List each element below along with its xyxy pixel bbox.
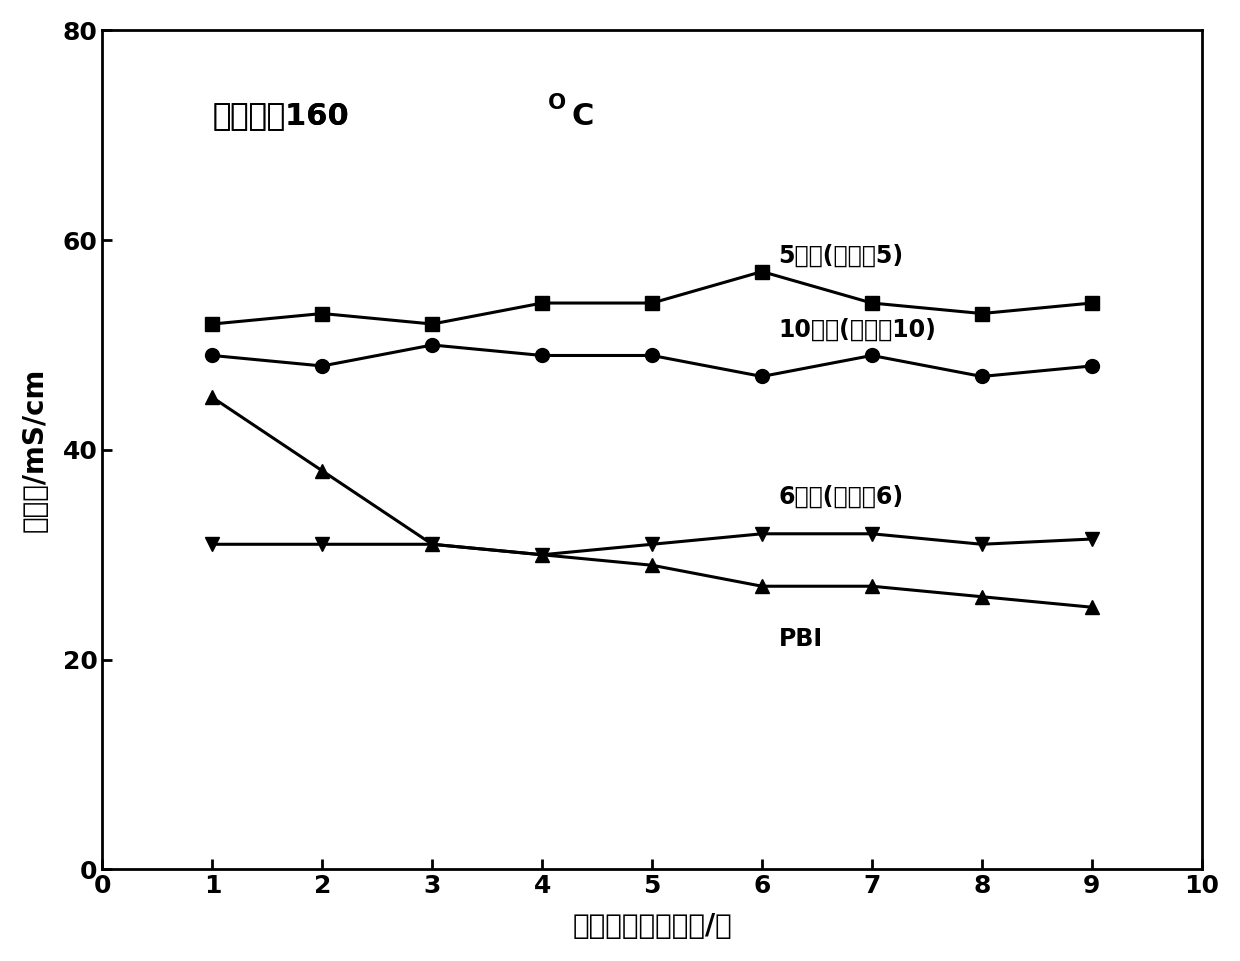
5号膜(实施兦5): [425, 318, 440, 330]
PBI: [645, 559, 660, 571]
10号膜(实施兦10): [534, 350, 549, 361]
PBI: [1084, 602, 1099, 613]
10号膜(实施兦10): [645, 350, 660, 361]
10号膜(实施兦10): [425, 339, 440, 351]
6号膜(实施兦6): [975, 538, 990, 550]
5号膜(实施兦5): [534, 297, 549, 308]
Line: 5号膜(实施兦5): 5号膜(实施兦5): [206, 264, 1099, 331]
5号膜(实施兦5): [315, 308, 330, 319]
6号膜(实施兦6): [534, 549, 549, 560]
6号膜(实施兦6): [864, 528, 879, 539]
10号膜(实施兦10): [864, 350, 879, 361]
5号膜(实施兦5): [205, 318, 219, 330]
PBI: [975, 591, 990, 603]
PBI: [315, 465, 330, 477]
5号膜(实施兦5): [755, 266, 770, 278]
5号膜(实施兦5): [864, 297, 879, 308]
Text: 5号膜(实施兦5): 5号膜(实施兦5): [779, 244, 904, 268]
6号膜(实施兦6): [1084, 533, 1099, 545]
Text: 10号膜(实施兦10): 10号膜(实施兦10): [779, 317, 936, 341]
X-axis label: 去离子水浸泡次数/次: 去离子水浸泡次数/次: [572, 912, 732, 940]
6号膜(实施兦6): [425, 538, 440, 550]
10号膜(实施兦10): [315, 360, 330, 372]
6号膜(实施兦6): [645, 538, 660, 550]
Y-axis label: 电导率/mS/cm: 电导率/mS/cm: [21, 368, 48, 532]
Line: 10号膜(实施兦10): 10号膜(实施兦10): [206, 338, 1099, 383]
6号膜(实施兦6): [755, 528, 770, 539]
Text: C: C: [572, 102, 594, 131]
5号膜(实施兦5): [645, 297, 660, 308]
PBI: [534, 549, 549, 560]
PBI: [425, 538, 440, 550]
10号膜(实施兦10): [975, 371, 990, 382]
6号膜(实施兦6): [315, 538, 330, 550]
Text: 测试温度160: 测试温度160: [212, 102, 350, 131]
Line: PBI: PBI: [206, 390, 1099, 614]
Text: 测试温度160: 测试温度160: [212, 102, 350, 131]
5号膜(实施兦5): [975, 308, 990, 319]
Line: 6号膜(实施兦6): 6号膜(实施兦6): [206, 527, 1099, 562]
Text: PBI: PBI: [779, 627, 822, 651]
PBI: [205, 392, 219, 404]
Text: 6号膜(实施兦6): 6号膜(实施兦6): [779, 485, 904, 509]
Text: O: O: [548, 93, 565, 113]
6号膜(实施兦6): [205, 538, 219, 550]
10号膜(实施兦10): [755, 371, 770, 382]
10号膜(实施兦10): [1084, 360, 1099, 372]
PBI: [864, 580, 879, 592]
PBI: [755, 580, 770, 592]
5号膜(实施兦5): [1084, 297, 1099, 308]
10号膜(实施兦10): [205, 350, 219, 361]
